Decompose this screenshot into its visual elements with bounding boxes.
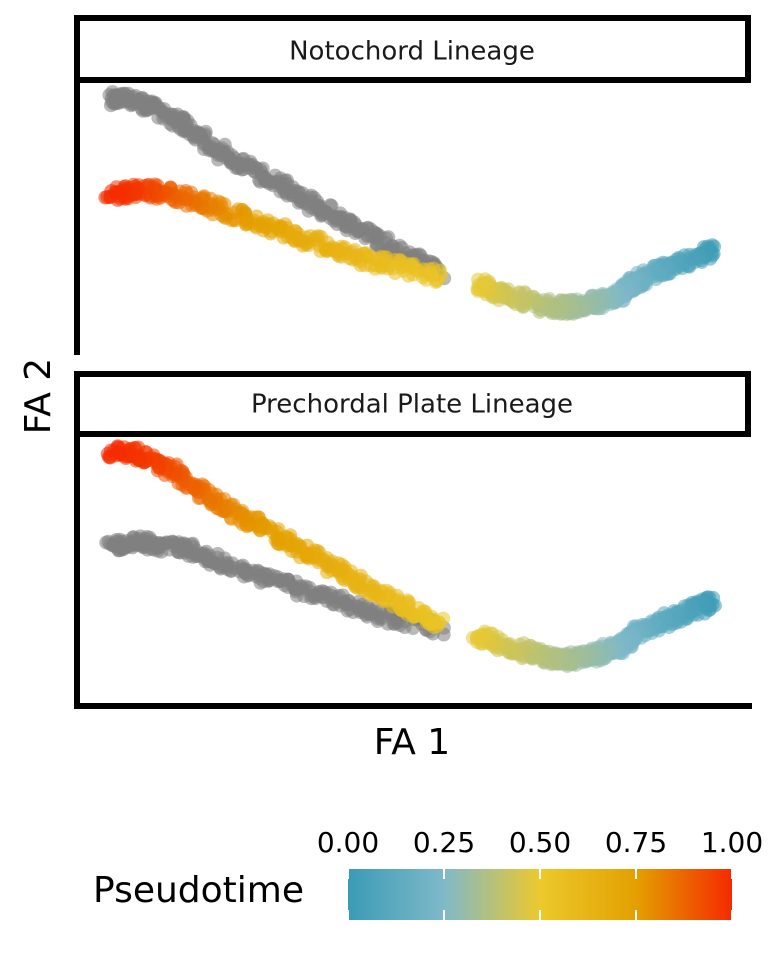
colorbar-ticks: 0.00 0.25 0.50 0.75 1.00 [317,826,763,920]
facet-strip-notochord [74,15,751,83]
data-point [268,532,283,547]
facet-label-notochord: Notochord Lineage [289,37,535,67]
data-point [98,190,113,205]
facet-label-prechordal: Prechordal Plate Lineage [251,390,573,420]
colorbar-title: Pseudotime [93,870,304,911]
data-point [231,202,246,217]
data-point [106,443,121,458]
colorbar-tick-label: 0.00 [317,826,379,859]
colorbar-legend: Pseudotime 0.00 0.25 0.50 0.75 1.00 [93,826,763,920]
x-axis-title: FA 1 [374,722,450,763]
colorbar-tick-label: 0.75 [605,826,667,859]
colorbar-tick-label: 0.50 [509,826,571,859]
y-axis-title: FA 2 [18,358,59,434]
data-point [471,272,486,287]
facet-strip-prechordal [74,371,751,437]
data-point [253,522,268,537]
data-point [274,573,289,588]
scatter-points-prechordal [99,439,722,673]
scatter-points-notochord [98,85,722,322]
colorbar-tick-label: 1.00 [701,826,763,859]
data-point [239,217,254,232]
data-point [465,630,480,645]
data-point [99,535,114,550]
facet-panel-prechordal: Prechordal Plate Lineage [74,371,752,709]
data-point [105,95,120,110]
facet-panel-notochord: Notochord Lineage [74,15,751,355]
colorbar-tick-label: 0.25 [413,826,475,859]
